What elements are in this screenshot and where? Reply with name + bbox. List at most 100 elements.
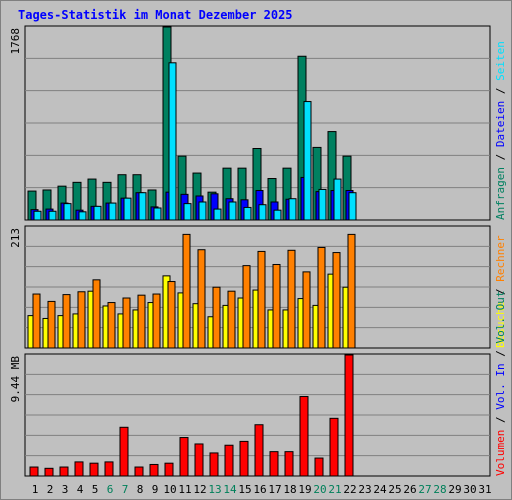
bar-volumen-day-undefined — [59, 466, 69, 477]
bar-seiten-day-3 — [63, 203, 72, 221]
bar-rechner-day-undefined — [107, 302, 116, 349]
bar-seiten-day-13 — [213, 208, 222, 221]
x-tick-label: 28 — [433, 483, 446, 496]
bar-rechner-day-undefined — [122, 297, 131, 349]
bar-rechner-day-undefined — [197, 249, 206, 349]
bar-volumen-day-undefined — [314, 457, 324, 477]
bar-seiten-day-22 — [348, 192, 357, 221]
bar-seiten-day-9 — [153, 207, 162, 221]
bar-volumen-day-undefined — [134, 466, 144, 477]
bar-rechner-day-undefined — [47, 300, 56, 349]
bar-volumen-day-undefined — [224, 444, 234, 477]
bar-seiten-day-1 — [33, 210, 42, 221]
bar-rechner-day-undefined — [32, 293, 41, 349]
bar-seiten-day-11 — [183, 203, 192, 221]
bar-seiten-day-10 — [168, 62, 177, 221]
x-tick-label: 11 — [178, 483, 191, 496]
bar-rechner-day-undefined — [227, 290, 236, 349]
bar-seiten-day-15 — [243, 206, 252, 221]
bar-rechner-day-undefined — [212, 286, 221, 349]
legend-item-vol-in: Vol. In — [494, 363, 507, 409]
bar-volumen-day-undefined — [89, 462, 99, 477]
bar-rechner-day-undefined — [257, 250, 266, 349]
bar-volumen-day-undefined — [344, 354, 354, 477]
x-tick-label: 27 — [418, 483, 431, 496]
x-tick-label: 21 — [328, 483, 341, 496]
bar-rechner-day-undefined — [242, 265, 251, 349]
x-tick-label: 30 — [463, 483, 476, 496]
x-tick-label: 20 — [313, 483, 326, 496]
legend-separator: / — [494, 344, 507, 364]
bar-volumen-day-undefined — [119, 426, 129, 477]
bar-rechner-day-undefined — [302, 271, 311, 349]
bar-rechner-day-undefined — [167, 281, 176, 349]
chart-title: Tages-Statistik im Monat Dezember 2025 — [18, 8, 293, 22]
x-tick-label: 9 — [152, 483, 159, 496]
bar-seiten-day-16 — [258, 204, 267, 221]
y-tick-label: 213 — [9, 228, 22, 248]
x-tick-label: 6 — [107, 483, 114, 496]
legend-middle: Besuche / Rechner — [494, 235, 507, 348]
x-tick-label: 1 — [32, 483, 39, 496]
bar-volumen-day-undefined — [29, 466, 39, 477]
x-tick-label: 18 — [283, 483, 296, 496]
bar-seiten-day-20 — [318, 188, 327, 221]
x-tick-label: 25 — [388, 483, 401, 496]
bar-rechner-day-undefined — [92, 279, 101, 349]
legend-separator: / — [494, 410, 507, 430]
bar-volumen-day-undefined — [164, 462, 174, 477]
x-tick-label: 10 — [163, 483, 176, 496]
y-tick-label: 1768 — [9, 28, 22, 55]
bar-volumen-day-undefined — [254, 424, 264, 477]
x-tick-label: 15 — [238, 483, 251, 496]
bar-rechner-day-undefined — [272, 263, 281, 349]
bar-volumen-day-undefined — [284, 451, 294, 477]
bar-volumen-day-undefined — [104, 461, 114, 477]
x-tick-label: 7 — [122, 483, 129, 496]
bar-seiten-day-7 — [123, 197, 132, 221]
x-tick-label: 26 — [403, 483, 416, 496]
legend-item-besuche: Besuche — [494, 302, 507, 348]
x-tick-label: 17 — [268, 483, 281, 496]
legend-item-anfragen: Anfragen — [494, 167, 507, 220]
bar-seiten-day-19 — [303, 101, 312, 221]
bar-volumen-day-undefined — [239, 440, 249, 477]
bar-volumen-day-undefined — [179, 437, 189, 477]
legend-item-rechner: Rechner — [494, 235, 507, 282]
x-tick-label: 8 — [137, 483, 144, 496]
x-tick-label: 29 — [448, 483, 461, 496]
legend-top: Anfragen / Dateien / Seiten — [494, 41, 507, 220]
bar-volumen-day-undefined — [74, 461, 84, 477]
x-tick-label: 16 — [253, 483, 266, 496]
x-tick-label: 23 — [358, 483, 371, 496]
x-tick-label: 4 — [77, 483, 84, 496]
bar-rechner-day-undefined — [287, 249, 296, 349]
bar-seiten-day-5 — [93, 205, 102, 221]
x-tick-label: 14 — [223, 483, 237, 496]
bar-rechner-day-undefined — [332, 252, 341, 349]
legend-item-seiten: Seiten — [494, 41, 507, 81]
bar-volumen-day-undefined — [149, 463, 159, 477]
bar-seiten-day-2 — [48, 210, 57, 221]
x-tick-label: 2 — [47, 483, 54, 496]
legend-bottom: Volumen / Vol. In / Vol. Out — [494, 291, 507, 476]
legend-item-vol-out: Vol. Out — [494, 291, 507, 344]
bar-volumen-day-undefined — [269, 451, 279, 477]
bar-volumen-day-undefined — [329, 417, 339, 477]
bar-volumen-day-undefined — [209, 452, 219, 477]
legend-item-dateien: Dateien — [494, 101, 507, 147]
legend-separator: / — [494, 147, 507, 167]
bar-rechner-day-undefined — [347, 233, 356, 349]
x-tick-label: 3 — [62, 483, 69, 496]
x-tick-label: 19 — [298, 483, 311, 496]
bar-seiten-day-18 — [288, 198, 297, 221]
x-tick-label: 12 — [193, 483, 206, 496]
x-tick-label: 31 — [478, 483, 491, 496]
legend-separator: / — [494, 81, 507, 101]
y-tick-label: 9.44 MB — [9, 356, 22, 403]
x-tick-label: 22 — [343, 483, 356, 496]
chart-panel-bottom: 9.44 MB — [9, 353, 491, 477]
bar-volumen-day-undefined — [299, 396, 309, 477]
bar-volumen-day-undefined — [194, 443, 204, 477]
bar-seiten-day-17 — [273, 209, 282, 221]
